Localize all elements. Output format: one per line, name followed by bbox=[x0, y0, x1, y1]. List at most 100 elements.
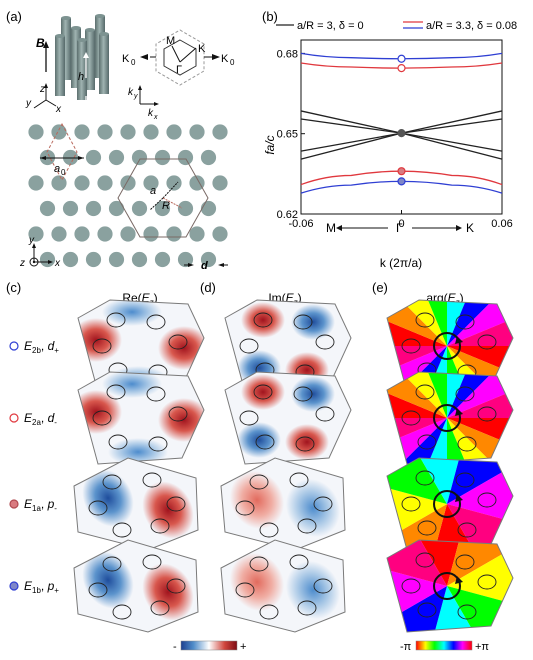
rod-outline bbox=[253, 384, 273, 400]
band-structure-chart: -0.06 0 0.06 0.62 0.65 0.68 bbox=[277, 39, 513, 230]
axes-3d: z y x bbox=[25, 83, 62, 115]
panel-label-b: (b) bbox=[262, 9, 278, 24]
lattice-rod bbox=[166, 124, 182, 140]
phase-sector bbox=[387, 418, 447, 453]
rod-outline bbox=[457, 436, 477, 452]
field-lobe bbox=[291, 376, 335, 412]
phase-sector bbox=[447, 346, 513, 381]
kx-sub: x bbox=[153, 114, 158, 121]
hex-outline bbox=[77, 371, 205, 465]
lattice-rod bbox=[97, 124, 113, 140]
bz-label-M: M bbox=[166, 35, 175, 47]
phase-sector bbox=[387, 586, 447, 632]
vortex-ring bbox=[433, 332, 461, 360]
vortex-ring bbox=[433, 490, 461, 518]
mode-label-row-3: E1a, p- bbox=[9, 497, 57, 513]
rod-3d bbox=[85, 30, 95, 90]
field-lobe bbox=[78, 390, 122, 434]
rod-outline bbox=[106, 384, 126, 400]
rod-outline bbox=[415, 552, 435, 568]
phase-sector bbox=[387, 372, 447, 418]
gamma-point-marker bbox=[397, 167, 406, 176]
lattice-rod bbox=[62, 251, 79, 268]
rod-outline bbox=[92, 410, 112, 426]
lattice-rod bbox=[85, 251, 102, 268]
dir-label-M: M bbox=[326, 221, 336, 235]
field-lobe bbox=[108, 438, 168, 464]
mode-label-row-1: E2b, d+ bbox=[9, 339, 59, 355]
vortex-arrow bbox=[455, 408, 463, 416]
lattice-rod bbox=[39, 200, 56, 217]
rod-outline bbox=[102, 556, 122, 572]
rod-outline bbox=[477, 492, 497, 508]
rod-outline bbox=[255, 434, 275, 450]
field-lobe bbox=[241, 302, 285, 338]
lattice-rod bbox=[74, 226, 90, 242]
k-axes: k y k x bbox=[128, 85, 159, 121]
rod-outline bbox=[168, 406, 188, 422]
lattice-rod bbox=[166, 226, 182, 242]
magnetic-field-label: B bbox=[36, 36, 45, 50]
lattice-rod bbox=[120, 175, 136, 191]
mode-marker-4 bbox=[9, 581, 19, 591]
rod-3d-top bbox=[61, 16, 71, 20]
lattice-rod bbox=[28, 124, 44, 140]
phase-sector bbox=[447, 372, 511, 418]
rod-outline bbox=[142, 554, 162, 570]
rod-outline bbox=[297, 600, 317, 616]
lattice-rod bbox=[189, 175, 205, 191]
im-field-map bbox=[220, 539, 346, 633]
rod-outline bbox=[415, 470, 435, 486]
lattice-rod bbox=[74, 124, 90, 140]
rod-outline bbox=[112, 604, 132, 620]
ky-label: k bbox=[128, 87, 134, 98]
rod-outline bbox=[239, 410, 259, 426]
lattice-rod bbox=[189, 226, 205, 242]
rod-outline bbox=[401, 410, 421, 426]
field-lobe bbox=[237, 422, 281, 458]
x-tick-label: 0.06 bbox=[491, 218, 512, 230]
svg-text:E1b, p+: E1b, p+ bbox=[24, 579, 59, 595]
vortex-arrow bbox=[455, 576, 463, 584]
svg-text:E2b, d+: E2b, d+ bbox=[24, 339, 59, 355]
rod-outline bbox=[315, 334, 335, 350]
vortex-arrow bbox=[455, 494, 463, 502]
rod-outline bbox=[235, 500, 255, 516]
rod-outline bbox=[417, 602, 437, 618]
lattice-rod bbox=[51, 124, 67, 140]
lattice-a0-label: a bbox=[54, 163, 60, 175]
rod-outline bbox=[315, 406, 335, 422]
height-label: h bbox=[78, 71, 84, 83]
rod-3d bbox=[71, 28, 81, 88]
field-lobe bbox=[158, 326, 204, 370]
lattice-rod bbox=[39, 251, 56, 268]
rod-outline bbox=[477, 334, 497, 350]
rod-outline bbox=[88, 582, 108, 598]
rod-3d-top bbox=[99, 32, 109, 36]
rod-outline bbox=[295, 436, 315, 452]
brillouin-zone-diagram: M K Γ K 0 K 0 bbox=[122, 29, 235, 86]
rod-outline bbox=[92, 338, 112, 354]
lattice-rod bbox=[131, 251, 148, 268]
lattice-rod bbox=[177, 200, 194, 217]
mode-label-row-4: E1b, p+ bbox=[9, 579, 59, 595]
lattice-2d: a 0 a R d bbox=[28, 122, 228, 272]
phase-sector bbox=[447, 311, 513, 346]
lattice-rod bbox=[154, 251, 171, 268]
dir-label-K: K bbox=[466, 221, 474, 235]
x-tick-label: -0.06 bbox=[288, 218, 313, 230]
rod-outline bbox=[168, 334, 188, 350]
phase-sector bbox=[387, 480, 447, 549]
colorbar-field: - + bbox=[173, 640, 246, 653]
rod-outline bbox=[166, 578, 186, 594]
rod-3d-top bbox=[55, 34, 65, 38]
vortex-ring bbox=[433, 572, 461, 600]
rod-3d-top bbox=[77, 38, 87, 42]
rod-3d-top bbox=[85, 28, 95, 32]
rod-outline bbox=[259, 522, 279, 538]
colorbar-phase-minus: -π bbox=[400, 641, 412, 653]
y-tick-label: 0.65 bbox=[277, 129, 298, 141]
vortex-arrow bbox=[455, 336, 463, 344]
rod-outline bbox=[106, 312, 126, 328]
